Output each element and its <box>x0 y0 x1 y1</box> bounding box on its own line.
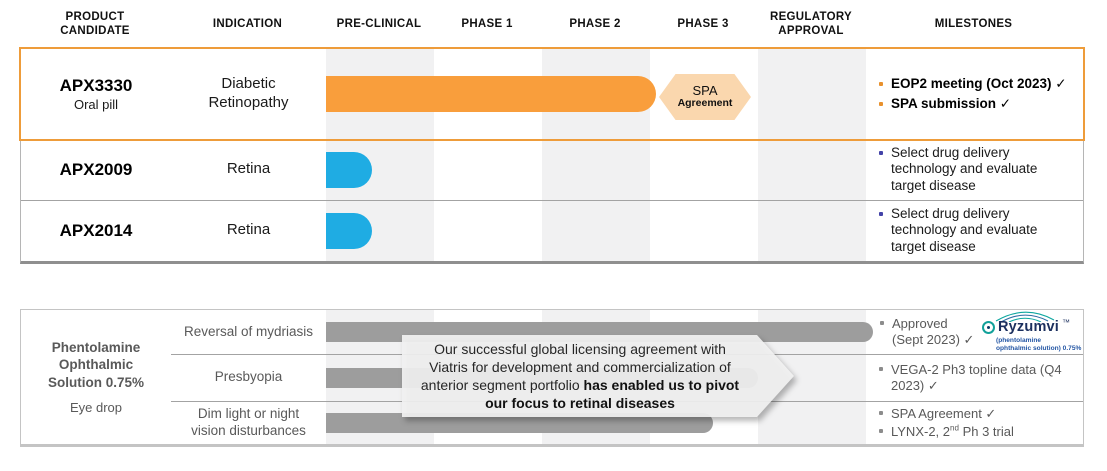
header-product-candidate: PRODUCT CANDIDATE <box>60 10 130 37</box>
milestone-item: SPA Agreement ✓ <box>879 406 1085 422</box>
bullet-icon <box>879 366 883 371</box>
milestone-item: EOP2 meeting (Oct 2023) ✓ <box>879 76 1085 92</box>
pipeline-table: APX3330 Oral pill Diabetic Retinopathy S… <box>19 47 1085 264</box>
indication-label: Reversal of mydriasis <box>183 323 314 339</box>
milestones-mydriasis: Approved (Sept 2023) ✓ Ryzumvi ™ (phento… <box>879 310 1085 354</box>
trademark-symbol: ™ <box>1062 318 1071 328</box>
apx3330-progress-bar <box>326 76 656 112</box>
product-name: Phentolamine Ophthalmic Solution 0.75% <box>47 339 145 390</box>
ryzumvi-name: Ryzumvi <box>998 319 1060 336</box>
milestone-text: Approved (Sept 2023) ✓ <box>892 316 975 347</box>
header-phase-2: PHASE 2 <box>569 17 621 30</box>
ryzumvi-arcs-icon <box>995 311 1055 323</box>
callout-text-normal: Our successful global licensing agreemen… <box>420 340 731 393</box>
indication-dim-light: Dim light or night vision disturbances <box>171 401 326 444</box>
indication-presbyopia: Presbyopia <box>171 354 326 401</box>
dim-light-progress-bar <box>326 413 713 433</box>
milestone-text-prefix: LYNX-2, 2 <box>891 423 951 439</box>
candidate-name: APX2014 <box>59 220 133 240</box>
milestone-item: VEGA-2 Ph3 topline data (Q4 2023) ✓ <box>879 362 1064 394</box>
header-phase-3: PHASE 3 <box>677 17 729 30</box>
row-divider <box>21 200 1083 201</box>
bullet-icon <box>879 101 883 106</box>
milestones-apx2009: Select drug delivery technology and eval… <box>879 139 1085 200</box>
indication-label: Diabetic Retinopathy <box>208 75 289 111</box>
bullet-icon <box>879 211 883 216</box>
milestone-text-superscript: nd <box>950 423 959 433</box>
callout-text-bold: has enabled us to pivot our focus to ret… <box>485 377 740 412</box>
callout-arrow-shape: Our successful global licensing agreemen… <box>402 335 794 417</box>
ryzumvi-subtitle: (phentolamine ophthalmic solution) 0.75% <box>996 336 1082 352</box>
regulatory-approval-column-stripe <box>758 49 866 261</box>
apx2014-progress-bar <box>326 213 372 249</box>
milestone-text: SPA submission ✓ <box>891 95 1012 111</box>
candidate-name: APX3330 <box>59 76 133 95</box>
indication-label: Retina <box>226 221 271 239</box>
header-pre-clinical: PRE-CLINICAL <box>336 17 422 30</box>
indication-apx2014: Retina <box>171 200 326 261</box>
candidate-apx3330: APX3330 Oral pill <box>21 49 171 139</box>
licensing-callout: Our successful global licensing agreemen… <box>402 335 794 417</box>
candidate-name: APX2009 <box>59 159 133 179</box>
milestone-item: LYNX-2, 2nd Ph 3 trial <box>879 424 1085 440</box>
candidate-apx2014: APX2014 <box>21 200 171 261</box>
spa-marker-line1: SPA <box>692 83 718 99</box>
indication-label: Presbyopia <box>214 369 283 385</box>
product-phentolamine: Phentolamine Ophthalmic Solution 0.75% E… <box>21 310 171 444</box>
candidate-apx2009: APX2009 <box>21 139 171 200</box>
milestone-text: LYNX-2, 2nd Ph 3 trial <box>891 424 1014 440</box>
candidate-form: Oral pill <box>73 97 119 112</box>
spa-marker-line2: Agreement <box>677 97 733 110</box>
indication-apx2009: Retina <box>171 139 326 200</box>
milestone-item: Select drug delivery technology and eval… <box>879 206 1059 255</box>
ryzumvi-logo: Ryzumvi ™ (phentolamine ophthalmic solut… <box>982 311 1084 353</box>
milestones-presbyopia: VEGA-2 Ph3 topline data (Q4 2023) ✓ <box>879 354 1085 401</box>
indication-mydriasis: Reversal of mydriasis <box>171 310 326 354</box>
milestone-text: VEGA-2 Ph3 topline data (Q4 2023) ✓ <box>891 361 1062 393</box>
spa-agreement-marker: SPA Agreement <box>659 74 751 120</box>
header-milestones: MILESTONES <box>934 17 1013 30</box>
ryzumvi-wordmark: Ryzumvi ™ <box>982 318 1071 336</box>
header-phase-1: PHASE 1 <box>461 17 513 30</box>
bullet-icon <box>879 428 883 433</box>
milestone-text-suffix: Ph 3 trial <box>958 423 1014 439</box>
ryzumvi-eye-icon <box>982 320 995 334</box>
bullet-icon <box>879 150 883 155</box>
indication-apx3330: Diabetic Retinopathy <box>171 49 326 139</box>
header-indication: INDICATION <box>212 17 283 30</box>
milestone-text: Select drug delivery technology and eval… <box>891 205 1038 254</box>
header-regulatory-approval: REGULATORY APPROVAL <box>769 10 852 37</box>
ryzumvi-eye-dot <box>987 325 990 329</box>
apx2009-progress-bar <box>326 152 372 188</box>
milestone-item: Approved (Sept 2023) ✓ <box>880 316 976 348</box>
milestone-text: SPA Agreement ✓ <box>891 405 997 421</box>
milestones-apx2014: Select drug delivery technology and eval… <box>879 200 1085 261</box>
milestone-item: Select drug delivery technology and eval… <box>879 145 1059 194</box>
bullet-icon <box>880 321 884 326</box>
milestone-text: EOP2 meeting (Oct 2023) ✓ <box>891 76 1067 92</box>
product-form: Eye drop <box>69 400 123 416</box>
indication-label: Dim light or night vision disturbances <box>191 405 306 438</box>
milestone-item: SPA submission ✓ <box>879 96 1085 112</box>
indication-label: Retina <box>226 160 271 178</box>
milestones-dim-light: SPA Agreement ✓ LYNX-2, 2nd Ph 3 trial <box>879 401 1085 444</box>
bullet-icon <box>879 410 883 415</box>
milestone-text: Select drug delivery technology and eval… <box>891 144 1038 193</box>
bullet-icon <box>879 82 883 87</box>
callout-text: Our successful global licensing agreemen… <box>414 340 746 413</box>
milestones-apx3330: EOP2 meeting (Oct 2023) ✓ SPA submission… <box>879 49 1085 139</box>
